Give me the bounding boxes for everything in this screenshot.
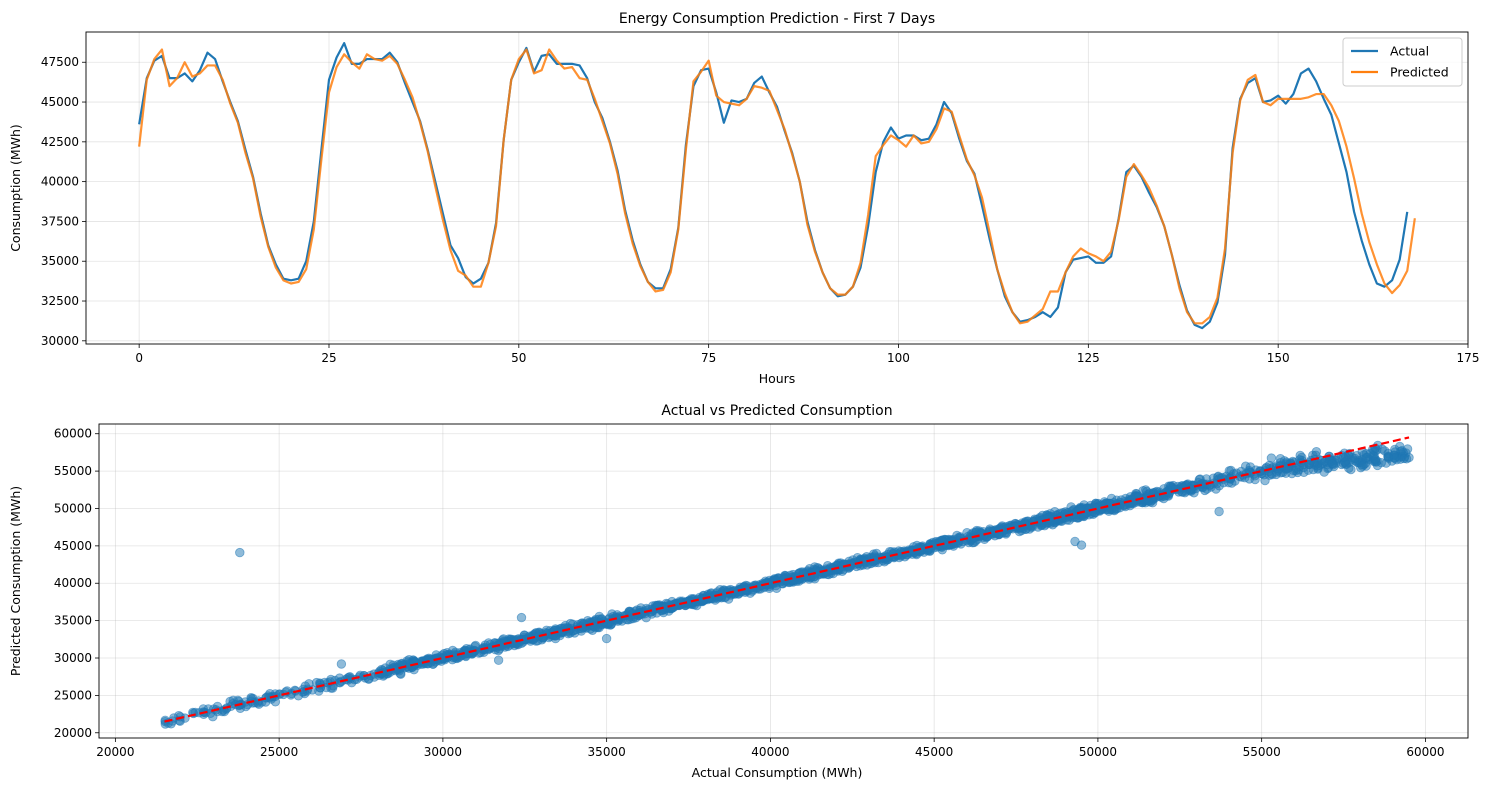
scatter-point bbox=[860, 557, 871, 567]
scatter-points bbox=[160, 440, 1414, 729]
line-chart-grid bbox=[86, 32, 1469, 344]
x-tick-label: 50 bbox=[511, 351, 526, 365]
scatter-point bbox=[235, 547, 245, 558]
scatter-point bbox=[1306, 455, 1316, 466]
x-tick-label: 75 bbox=[701, 351, 716, 365]
line-chart-title: Energy Consumption Prediction - First 7 … bbox=[619, 11, 935, 27]
y-tick-label: 45000 bbox=[41, 95, 79, 109]
series-line-predicted bbox=[138, 48, 1416, 325]
scatter-chart-y-label: Predicted Consumption (MWh) bbox=[8, 486, 23, 676]
x-tick-label: 100 bbox=[887, 351, 910, 365]
scatter-point bbox=[1104, 506, 1114, 516]
line-chart-y-label: Consumption (MWh) bbox=[8, 124, 23, 252]
x-tick-label: 20000 bbox=[96, 745, 134, 759]
x-tick-label: 60000 bbox=[1406, 745, 1444, 759]
scatter-point bbox=[601, 633, 612, 644]
x-tick-label: 30000 bbox=[424, 745, 462, 759]
x-tick-label: 25000 bbox=[260, 745, 298, 759]
scatter-point bbox=[824, 569, 834, 580]
y-tick-label: 45000 bbox=[54, 539, 92, 553]
line-chart-panel: Energy Consumption Prediction - First 7 … bbox=[8, 11, 1479, 386]
y-tick-label: 42500 bbox=[41, 135, 79, 149]
scatter-point bbox=[1404, 452, 1414, 463]
scatter-point bbox=[336, 659, 347, 669]
scatter-point bbox=[1357, 461, 1368, 471]
scatter-point bbox=[1361, 452, 1371, 463]
y-tick-label: 20000 bbox=[54, 726, 92, 740]
line-chart-frame bbox=[85, 31, 1469, 345]
scatter-point bbox=[971, 525, 982, 536]
y-tick-label: 32500 bbox=[41, 294, 79, 308]
reference-line bbox=[164, 436, 1410, 723]
scatter-chart-x-ticks: 20000 25000 30000 35000 40000 45000 50000 55000… bbox=[96, 738, 1445, 759]
scatter-point bbox=[1076, 540, 1087, 550]
y-tick-label: 37500 bbox=[41, 214, 79, 228]
x-tick-label: 50000 bbox=[1079, 745, 1117, 759]
scatter-point bbox=[1266, 453, 1277, 463]
y-tick-label: 40000 bbox=[54, 576, 92, 590]
x-tick-label: 25 bbox=[321, 351, 336, 365]
y-tick-label: 25000 bbox=[54, 688, 92, 702]
scatter-point bbox=[1338, 452, 1349, 463]
scatter-point bbox=[577, 624, 587, 634]
line-chart-x-ticks: 0 25 50 75 100 125 150 175 bbox=[135, 344, 1479, 365]
scatter-point bbox=[1141, 493, 1152, 504]
line-chart-y-ticks: 30000 32500 35000 37500 40000 42500 45000 47500 bbox=[41, 55, 86, 348]
legend-predicted-label: Predicted bbox=[1390, 65, 1449, 80]
y-tick-label: 30000 bbox=[54, 651, 92, 665]
scatter-chart-grid bbox=[99, 424, 1468, 738]
scatter-point bbox=[852, 553, 863, 563]
scatter-chart-frame bbox=[98, 423, 1469, 739]
x-tick-label: 40000 bbox=[751, 745, 789, 759]
scatter-point bbox=[1010, 521, 1020, 532]
x-tick-label: 35000 bbox=[588, 745, 626, 759]
scatter-point bbox=[1299, 467, 1309, 478]
y-tick-label: 40000 bbox=[41, 175, 79, 189]
y-tick-label: 47500 bbox=[41, 55, 79, 69]
scatter-point bbox=[516, 612, 527, 623]
y-tick-label: 60000 bbox=[54, 427, 92, 441]
scatter-point bbox=[1312, 461, 1323, 471]
scatter-chart-title: Actual vs Predicted Consumption bbox=[661, 403, 892, 419]
scatter-chart-y-ticks: 20000 25000 30000 35000 40000 45000 50000 55000… bbox=[54, 427, 99, 740]
line-chart-legend: Actual Predicted bbox=[1342, 37, 1463, 87]
legend-actual-label: Actual bbox=[1390, 44, 1429, 59]
line-chart-series bbox=[138, 42, 1416, 330]
x-tick-label: 125 bbox=[1077, 351, 1100, 365]
line-chart-x-label: Hours bbox=[759, 371, 796, 386]
y-tick-label: 35000 bbox=[54, 614, 92, 628]
scatter-point bbox=[1214, 506, 1224, 517]
scatter-point bbox=[1224, 478, 1234, 488]
x-tick-label: 45000 bbox=[915, 745, 953, 759]
scatter-point bbox=[377, 669, 387, 679]
scatter-point bbox=[1327, 458, 1337, 469]
y-tick-label: 50000 bbox=[54, 501, 92, 515]
scatter-point bbox=[1383, 452, 1394, 462]
x-tick-label: 175 bbox=[1457, 351, 1480, 365]
y-tick-label: 55000 bbox=[54, 464, 92, 478]
x-tick-label: 55000 bbox=[1243, 745, 1281, 759]
scatter-chart-panel: Actual vs Predicted Consumption 20000 250… bbox=[8, 403, 1469, 780]
scatter-chart-x-label: Actual Consumption (MWh) bbox=[692, 765, 863, 780]
scatter-point bbox=[1370, 454, 1381, 465]
x-tick-label: 0 bbox=[135, 351, 143, 365]
scatter-point bbox=[771, 583, 782, 594]
scatter-point bbox=[1173, 487, 1184, 497]
y-tick-label: 30000 bbox=[41, 334, 79, 348]
scatter-point bbox=[493, 655, 504, 665]
scatter-point bbox=[1290, 465, 1301, 476]
y-tick-label: 35000 bbox=[41, 254, 79, 268]
scatter-point bbox=[1311, 447, 1322, 457]
x-tick-label: 150 bbox=[1267, 351, 1290, 365]
